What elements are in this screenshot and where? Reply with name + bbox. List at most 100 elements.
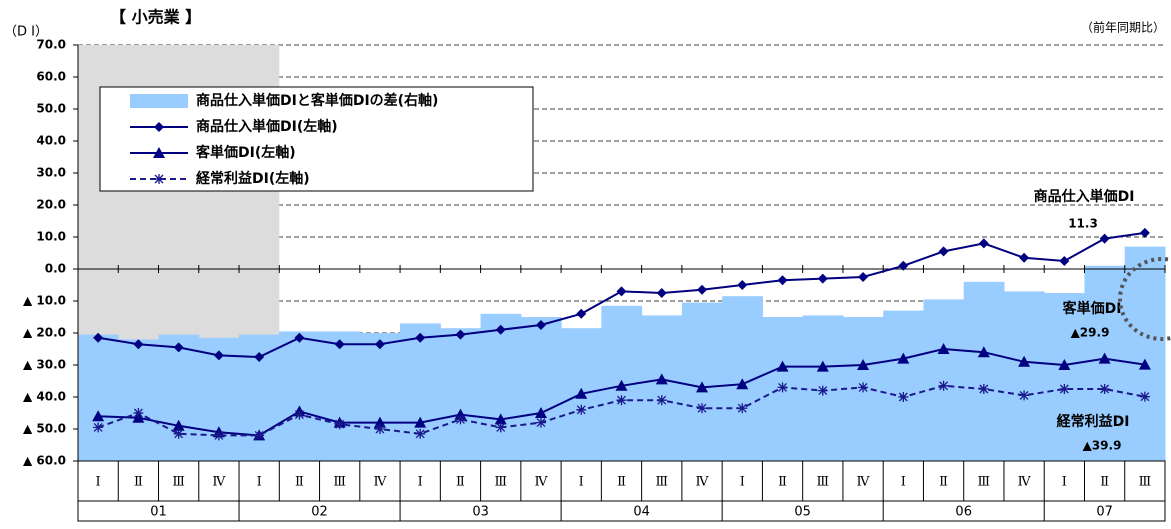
annotation: 商品仕入単価DI bbox=[1034, 188, 1135, 205]
marker bbox=[213, 430, 224, 441]
area-bar bbox=[641, 315, 683, 461]
area-bar bbox=[480, 313, 522, 461]
y-tick-label: 20.0 bbox=[36, 198, 66, 212]
marker bbox=[737, 280, 748, 290]
area-bar bbox=[1003, 291, 1045, 461]
marker bbox=[737, 403, 748, 414]
marker bbox=[616, 395, 627, 406]
annotation: ▲29.9 bbox=[1071, 326, 1110, 340]
marker bbox=[1098, 352, 1111, 364]
x-tick-label: Ⅲ bbox=[1139, 475, 1152, 490]
x-tick-label: Ⅰ bbox=[740, 475, 745, 490]
marker bbox=[1018, 355, 1031, 367]
legend-label: 客単価DI(左軸) bbox=[195, 144, 296, 161]
area-bar bbox=[963, 281, 1005, 461]
marker bbox=[1019, 252, 1030, 263]
marker bbox=[1139, 391, 1150, 402]
marker bbox=[374, 424, 385, 434]
x-group-label: 05 bbox=[794, 505, 811, 520]
marker bbox=[1059, 384, 1070, 394]
x-tick-label: Ⅰ bbox=[257, 475, 262, 490]
marker bbox=[575, 387, 588, 399]
legend-marker bbox=[154, 174, 164, 184]
x-group-label: 07 bbox=[1096, 505, 1113, 520]
x-group-label: 02 bbox=[311, 505, 328, 520]
marker bbox=[1139, 227, 1150, 238]
marker bbox=[898, 260, 909, 271]
marker bbox=[535, 320, 546, 330]
x-tick-label: Ⅲ bbox=[494, 475, 507, 490]
x-group-label: 01 bbox=[150, 505, 167, 520]
x-tick-label: Ⅲ bbox=[333, 475, 346, 490]
marker bbox=[1099, 384, 1110, 394]
marker bbox=[415, 332, 426, 343]
area-bar bbox=[118, 339, 160, 461]
marker bbox=[172, 419, 185, 431]
y-tick-label: ▲ 20.0 bbox=[23, 326, 66, 340]
x-tick-label: Ⅰ bbox=[96, 475, 101, 490]
area-bar bbox=[279, 331, 321, 461]
marker bbox=[937, 343, 950, 354]
y-tick-label: ▲ 60.0 bbox=[23, 454, 66, 468]
x-tick-label: Ⅳ bbox=[534, 475, 548, 490]
marker bbox=[535, 417, 546, 428]
y-tick-label: 0.0 bbox=[45, 262, 66, 276]
y-tick-label: 70.0 bbox=[36, 38, 66, 52]
marker bbox=[858, 272, 869, 282]
marker bbox=[1058, 359, 1071, 370]
annotation: ▲39.9 bbox=[1083, 439, 1122, 453]
y-tick-label: 60.0 bbox=[36, 70, 66, 84]
marker bbox=[173, 428, 184, 439]
marker bbox=[938, 380, 949, 391]
x-group-label: 04 bbox=[633, 505, 650, 520]
marker bbox=[415, 428, 426, 439]
x-tick-label: Ⅳ bbox=[696, 475, 710, 490]
area-bar bbox=[520, 317, 562, 461]
x-tick-label: Ⅰ bbox=[1062, 475, 1067, 490]
x-tick-label: Ⅳ bbox=[212, 475, 226, 490]
marker bbox=[777, 275, 788, 286]
marker bbox=[696, 381, 709, 393]
marker bbox=[133, 339, 144, 350]
area-bar bbox=[923, 299, 965, 461]
marker bbox=[254, 352, 265, 362]
marker bbox=[697, 284, 708, 295]
annotation: 客単価DI bbox=[1062, 300, 1122, 317]
marker bbox=[495, 422, 506, 433]
marker bbox=[1059, 256, 1070, 266]
area-bar bbox=[319, 331, 361, 461]
marker bbox=[495, 324, 506, 335]
marker bbox=[817, 385, 828, 396]
area-bar bbox=[1124, 246, 1166, 461]
marker bbox=[777, 382, 788, 393]
marker bbox=[857, 359, 870, 370]
annotation: 11.3 bbox=[1068, 217, 1098, 231]
x-tick-label: Ⅱ bbox=[295, 475, 304, 490]
marker bbox=[897, 352, 910, 364]
marker bbox=[656, 288, 667, 298]
y-tick-label: ▲ 50.0 bbox=[23, 422, 66, 436]
x-tick-label: Ⅳ bbox=[373, 475, 387, 490]
marker bbox=[455, 414, 466, 425]
marker bbox=[294, 409, 305, 420]
legend-marker bbox=[154, 122, 164, 132]
annotation: 経常利益DI bbox=[1057, 413, 1130, 430]
y-axis-label: （D I） bbox=[4, 25, 48, 40]
marker bbox=[93, 332, 104, 343]
area-bar bbox=[1044, 293, 1085, 461]
area-bar bbox=[158, 334, 200, 461]
area-bar bbox=[359, 333, 401, 461]
marker bbox=[455, 329, 466, 340]
y-tick-label: 40.0 bbox=[36, 134, 66, 148]
marker bbox=[374, 339, 385, 350]
x-tick-label: Ⅲ bbox=[655, 475, 668, 490]
marker bbox=[414, 416, 427, 428]
legend: 商品仕入単価DIと客単価DIの差(右軸) 商品仕入単価DI(左軸) 客単価DI(左軸… bbox=[99, 86, 534, 192]
legend-label: 経常利益DI(左軸) bbox=[196, 170, 310, 187]
marker bbox=[93, 422, 104, 433]
x-tick-label: Ⅳ bbox=[1018, 475, 1032, 490]
marker bbox=[615, 379, 628, 391]
x-tick-label: Ⅱ bbox=[939, 475, 948, 490]
x-tick-label: Ⅱ bbox=[778, 475, 787, 490]
